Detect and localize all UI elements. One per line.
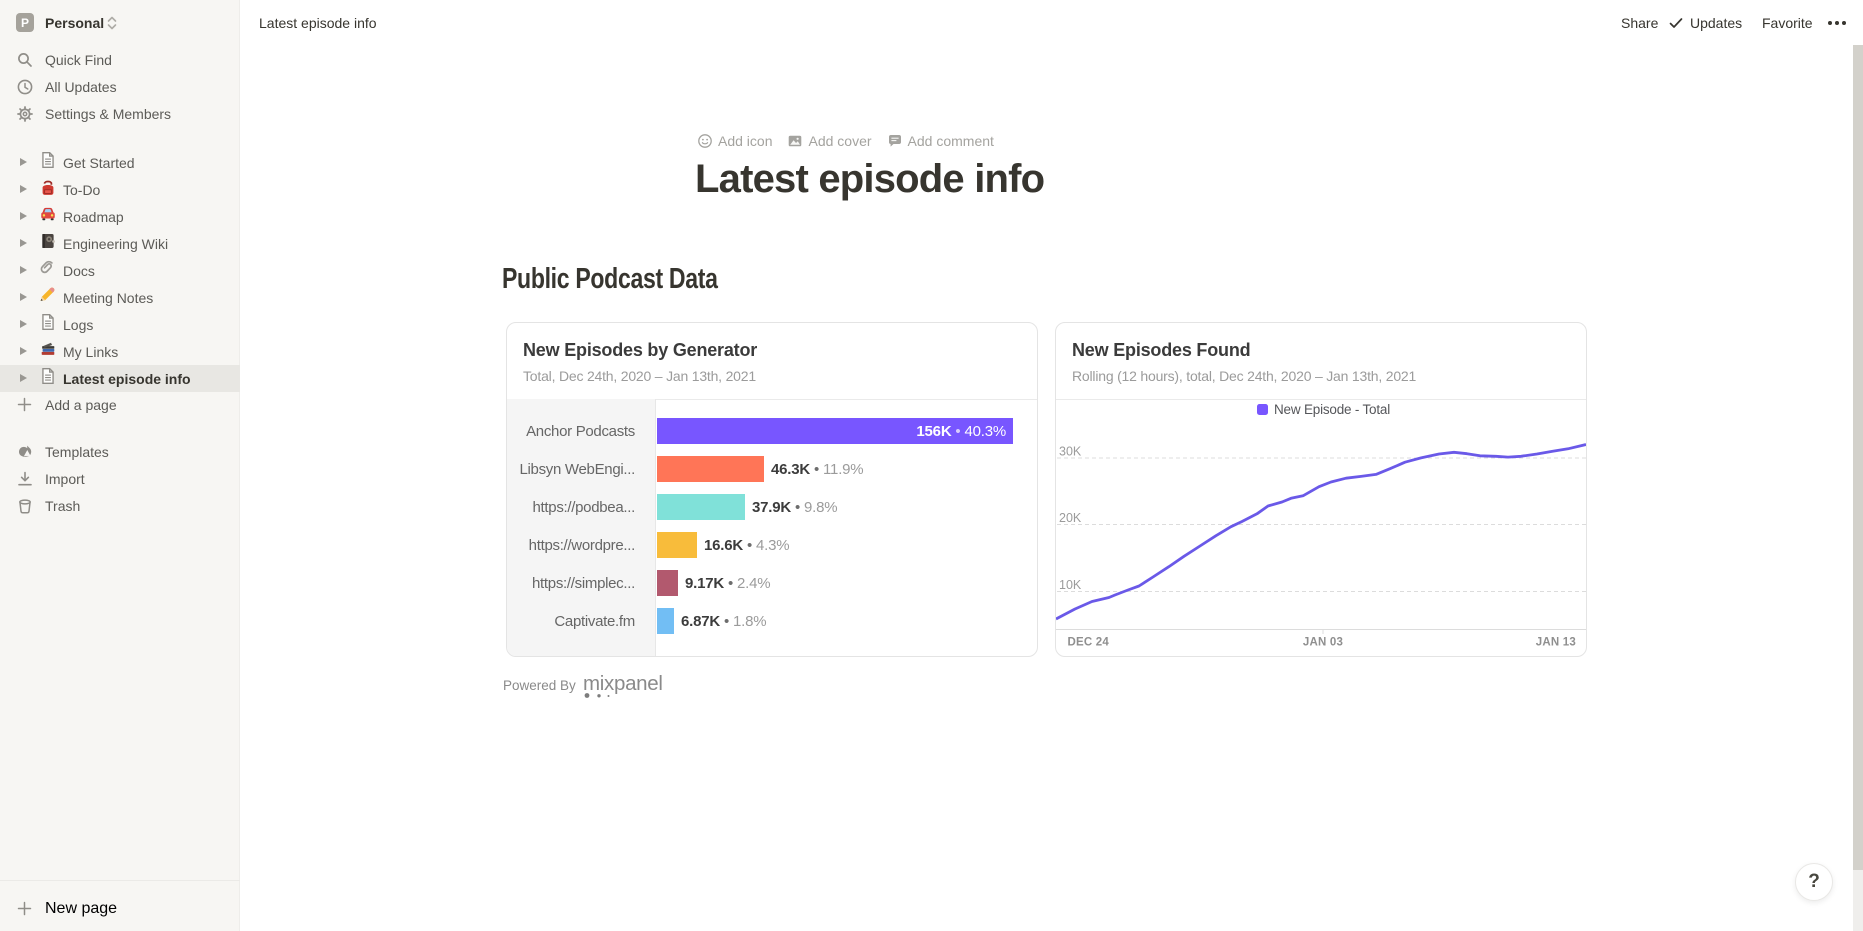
svg-text:JAN 13: JAN 13 (1536, 637, 1576, 649)
svg-text:DEC 24: DEC 24 (1068, 637, 1110, 649)
svg-text:mixpanel: mixpanel (583, 672, 663, 695)
svg-text:20K: 20K (1059, 511, 1082, 525)
svg-text:30K: 30K (1059, 445, 1082, 459)
svg-text:JAN 03: JAN 03 (1303, 637, 1343, 649)
svg-text:10K: 10K (1059, 578, 1082, 592)
